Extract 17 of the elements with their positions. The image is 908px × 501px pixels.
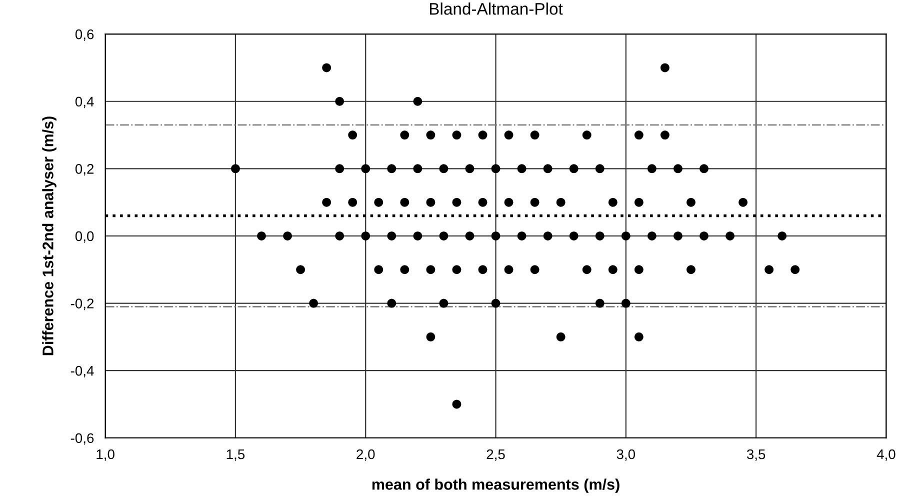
chart-title: Bland-Altman-Plot [430,2,563,15]
y-tick-label: 0,6 [75,29,94,41]
x-tick-label: 2,5 [486,449,505,461]
y-tick-label: -0,6 [70,433,94,445]
y-tick-label: 0,0 [75,231,94,243]
y-axis-title: Difference 1st-2nd analyser (m/s) [42,116,56,356]
x-tick-label: 2,0 [356,449,375,461]
x-tick-label: 3,0 [616,449,636,461]
x-tick-label: 1,0 [96,449,114,461]
y-tick-label: 0,4 [75,96,94,108]
y-tick-label: -0,2 [70,298,94,310]
x-tick-label: 3,5 [746,449,766,461]
x-tick-label: 1,5 [226,449,245,461]
y-tick-label: 0,2 [75,164,94,176]
x-tick-label: 4,0 [876,449,896,461]
y-tick-label: -0,4 [70,366,94,378]
x-axis-title: mean of both measurements (m/s) [372,478,620,493]
